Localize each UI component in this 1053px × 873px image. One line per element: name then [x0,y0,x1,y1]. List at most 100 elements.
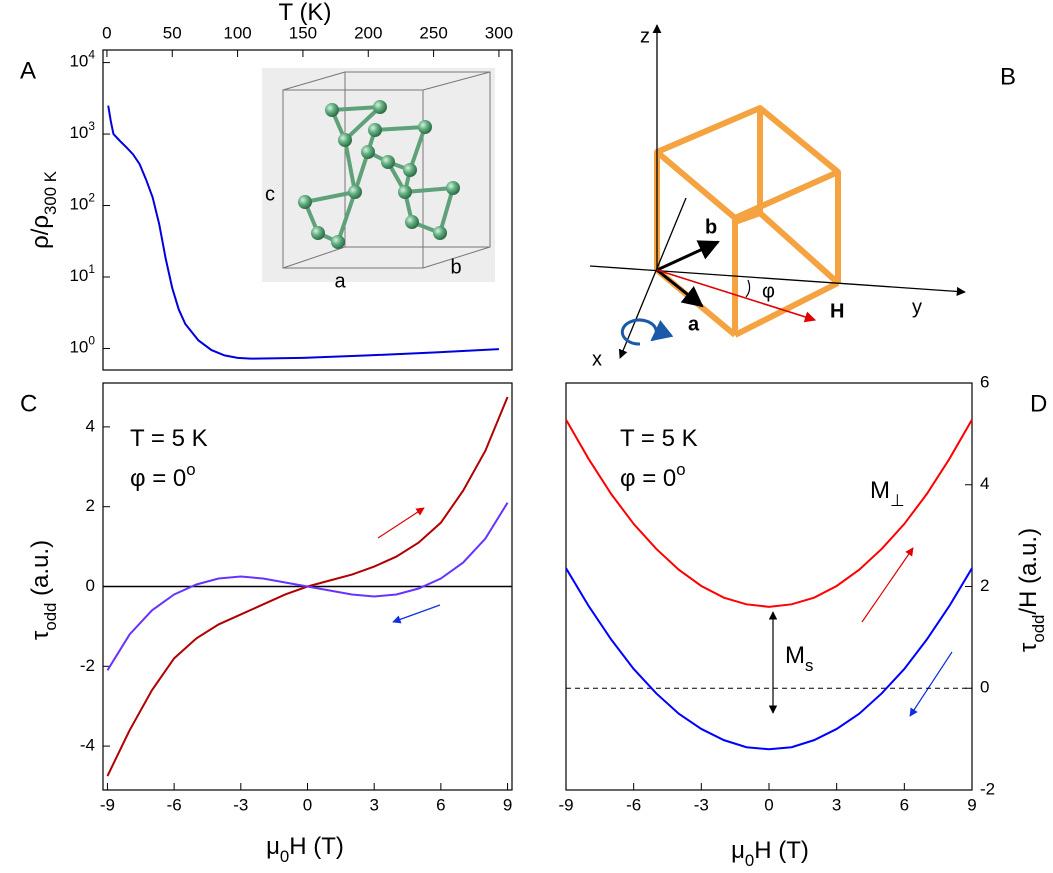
y-tick-label: 101 [69,262,95,285]
panel-label: B [1000,63,1016,90]
cube [657,108,838,335]
text-part: (a.u.) [27,540,54,603]
annotation: φ = 0o [130,460,196,492]
y-tick-label: -2 [80,656,95,675]
tick-base: 10 [69,338,88,357]
x-axis-label: T (K) [279,0,332,26]
tick-base: 10 [69,195,88,214]
inset-background [262,68,495,282]
x-tick-label: -3 [233,795,248,814]
annotation: T = 5 K [130,425,208,452]
tick-base: 10 [69,52,88,71]
annotation: T = 5 K [620,425,698,452]
inset-label: c [265,183,275,205]
text-part: ⊥ [890,491,905,510]
y-tick-label: 104 [69,48,95,71]
tick-exponent: 2 [88,191,95,205]
x-tick-label: 50 [163,23,182,42]
inset-label: a [334,270,346,292]
text-part: o [676,460,685,479]
text-part: s [805,656,813,675]
sweep-arrow [910,652,952,716]
y-axis-label: τodd/H (a.u.) [1015,528,1048,652]
y-tick-label: 6 [980,372,989,391]
axis-label: y [912,296,922,318]
text-part: T = 5 K [620,425,698,452]
x-tick-label: 6 [436,795,445,814]
x-tick-label: -6 [167,795,182,814]
panel-label: A [20,57,36,84]
y-tick-label: 103 [69,119,95,142]
text-part: o [186,460,195,479]
text-part: /H (a.u.) [1015,528,1042,615]
text-part: μ [266,833,280,860]
annotation: φ = 0o [620,460,686,492]
text-part: H (T) [754,837,809,864]
text-part: 300 K [41,171,60,215]
x-tick-label: -6 [626,795,641,814]
y-tick-label: 4 [86,416,95,435]
text-part: M [785,642,805,669]
annotation: M⊥ [870,477,905,510]
inset-label: b [450,256,461,278]
x-tick-label: 6 [900,795,909,814]
y-tick-label: -2 [980,779,995,798]
x-tick-label: 100 [223,23,251,42]
x-tick-label: 3 [369,795,378,814]
annotation: Ms [785,642,813,675]
text-part: φ = 0 [130,465,186,492]
x-tick-label: 3 [832,795,841,814]
x-tick-label: -3 [694,795,709,814]
angle-arc [746,280,750,297]
text-part: T (K) [279,0,332,26]
x-tick-label: 200 [354,23,382,42]
crystal-inset: c a b [262,68,495,292]
x-axis-label: μ0H (T) [731,837,809,870]
tick-exponent: 0 [88,334,95,348]
text-part: T = 5 K [130,425,208,452]
text-part: odd [1029,615,1048,643]
figure: c a b B z y x b a H φ 05010 [0,0,1053,873]
text-part: ρ/ρ [27,215,54,249]
x-tick-label: 9 [967,795,976,814]
y-tick-label: 102 [69,191,95,214]
tick-exponent: 4 [88,48,95,62]
tick-base: 10 [69,124,88,143]
text-part: 0 [745,851,754,870]
x-tick-label: 0 [764,795,773,814]
x-tick-label: 300 [485,23,513,42]
sweep-arrow [378,508,424,538]
angle-label: φ [762,280,775,302]
x-tick-label: 250 [419,23,447,42]
x-tick-label: 0 [303,795,312,814]
y-tick-label: 0 [980,678,989,697]
panel-label: C [20,390,37,417]
text-part: μ [731,837,745,864]
text-part: 0 [280,847,289,866]
y-axis-label: ρ/ρ300 K [27,171,60,249]
y-tick-label: -4 [80,736,95,755]
y-axis-label: τodd (a.u.) [27,540,60,640]
geometry-diagram: B z y x b a H φ [590,25,1016,370]
text-part: odd [41,603,60,631]
tick-exponent: 1 [88,262,95,276]
text-part: M [870,477,890,504]
y-tick-label: 2 [86,496,95,515]
text-part: H (T) [289,833,344,860]
x-tick-label: -9 [100,795,115,814]
data-line [566,568,972,749]
tick-base: 10 [69,266,88,285]
x-tick-label: 9 [503,795,512,814]
y-tick-label: 0 [86,576,95,595]
axis-label: z [640,25,650,47]
vector-label: a [688,313,700,335]
vector-label: b [705,216,717,238]
y-tick-label: 4 [980,474,989,493]
y-tick-label: 2 [980,576,989,595]
panel-label: D [1030,390,1047,417]
y-tick-label: 100 [69,334,95,357]
x-axis-label: μ0H (T) [266,833,344,866]
text-part: φ = 0 [620,465,676,492]
tick-exponent: 3 [88,119,95,133]
vector-a [657,270,702,306]
